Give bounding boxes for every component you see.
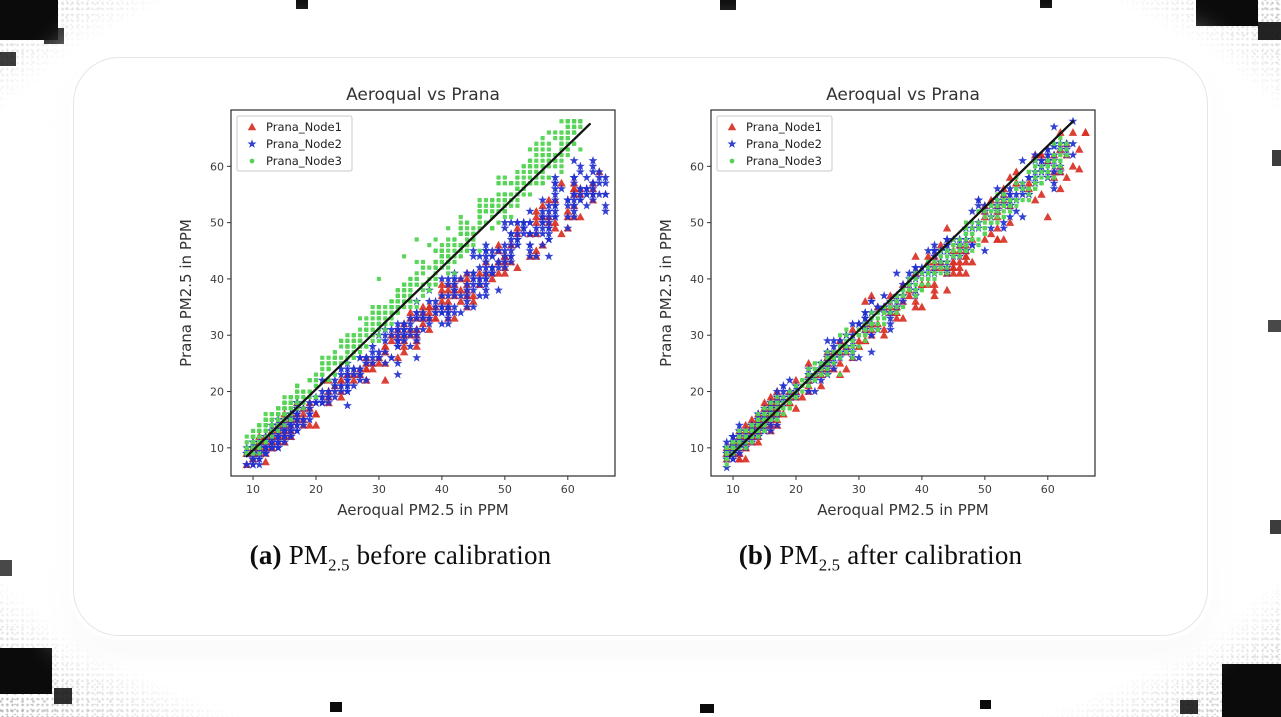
- svg-text:20: 20: [210, 386, 224, 399]
- svg-text:Aeroqual PM2.5 in PPM: Aeroqual PM2.5 in PPM: [817, 501, 988, 519]
- svg-text:50: 50: [497, 483, 511, 496]
- svg-text:40: 40: [210, 273, 224, 286]
- noise-chunk: [44, 28, 64, 44]
- noise-chunk: [1270, 520, 1281, 534]
- noise-chunk: [1258, 22, 1281, 40]
- svg-text:40: 40: [914, 483, 928, 496]
- noise-chunk: [54, 688, 72, 704]
- noise-chunk: [296, 0, 308, 9]
- noise-chunk: [0, 560, 12, 576]
- figure-a-before-calibration: Aeroqual vs Prana 10 20 30 40 50 60 10 20 30 40 50 6…: [177, 84, 625, 526]
- scatter-chart-after-calibration: Aeroqual vs Prana 10 20 30 40 50 60 10 20 30 40 50 6…: [657, 85, 1096, 519]
- svg-text:50: 50: [977, 483, 991, 496]
- caption-b-subscript: 2.5: [818, 555, 841, 575]
- caption-a: (a) PM2.5 before calibration: [177, 540, 625, 575]
- noise-chunk: [700, 704, 714, 713]
- svg-text:Prana_Node3: Prana_Node3: [266, 154, 342, 168]
- caption-b-compound: PM: [779, 540, 819, 570]
- svg-text:Prana PM2.5 in PPM: Prana PM2.5 in PPM: [657, 219, 675, 367]
- noise-chunk: [1196, 0, 1258, 26]
- noise-chunk: [1040, 0, 1052, 8]
- svg-text:30: 30: [851, 483, 865, 496]
- svg-text:10: 10: [726, 483, 740, 496]
- svg-text:Aeroqual vs Prana: Aeroqual vs Prana: [346, 85, 500, 105]
- svg-text:Prana PM2.5 in PPM: Prana PM2.5 in PPM: [177, 219, 195, 367]
- svg-text:Prana_Node2: Prana_Node2: [746, 137, 822, 151]
- noise-chunk: [1268, 320, 1281, 332]
- noise-chunk: [1180, 700, 1198, 714]
- svg-text:60: 60: [690, 160, 704, 173]
- caption-a-compound: PM: [288, 540, 329, 570]
- svg-text:30: 30: [690, 329, 704, 342]
- noise-chunk: [720, 0, 736, 10]
- svg-text:Prana_Node1: Prana_Node1: [266, 120, 342, 134]
- caption-a-tag: (a): [249, 540, 282, 570]
- svg-text:20: 20: [308, 483, 322, 496]
- svg-text:10: 10: [210, 442, 224, 455]
- noise-chunk: [1272, 150, 1281, 166]
- noise-chunk: [0, 52, 16, 66]
- svg-text:20: 20: [690, 386, 704, 399]
- svg-text:30: 30: [210, 329, 224, 342]
- svg-text:30: 30: [371, 483, 385, 496]
- svg-text:40: 40: [434, 483, 448, 496]
- caption-a-subscript: 2.5: [328, 555, 350, 575]
- caption-b: (b) PM2.5 after calibration: [657, 540, 1105, 575]
- captions-row: (a) PM2.5 before calibration (b) PM2.5 a…: [74, 540, 1207, 575]
- svg-text:Prana_Node2: Prana_Node2: [266, 137, 342, 151]
- svg-text:Aeroqual vs Prana: Aeroqual vs Prana: [826, 85, 980, 105]
- svg-text:50: 50: [210, 217, 224, 230]
- noise-chunk: [330, 702, 342, 712]
- svg-text:60: 60: [560, 483, 574, 496]
- caption-b-tag: (b): [738, 540, 773, 570]
- caption-a-text: before calibration: [356, 540, 552, 570]
- noise-chunk: [0, 0, 58, 40]
- caption-b-text: after calibration: [847, 540, 1023, 570]
- svg-text:Aeroqual PM2.5 in PPM: Aeroqual PM2.5 in PPM: [337, 501, 508, 519]
- noise-chunk: [0, 648, 52, 694]
- svg-text:40: 40: [690, 273, 704, 286]
- svg-text:20: 20: [788, 483, 802, 496]
- svg-text:10: 10: [690, 442, 704, 455]
- scatter-chart-before-calibration: Aeroqual vs Prana 10 20 30 40 50 60 10 20 30 40 50 6…: [177, 85, 616, 519]
- svg-text:Prana_Node3: Prana_Node3: [746, 154, 822, 168]
- figure-card: Aeroqual vs Prana 10 20 30 40 50 60 10 20 30 40 50 6…: [73, 57, 1208, 636]
- svg-text:10: 10: [246, 483, 260, 496]
- figures-row: Aeroqual vs Prana 10 20 30 40 50 60 10 20 30 40 50 6…: [74, 58, 1207, 526]
- figure-b-after-calibration: Aeroqual vs Prana 10 20 30 40 50 60 10 20 30 40 50 6…: [657, 84, 1105, 526]
- noise-chunk: [980, 700, 991, 709]
- svg-text:Prana_Node1: Prana_Node1: [746, 120, 822, 134]
- svg-text:60: 60: [1040, 483, 1054, 496]
- noise-chunk: [1222, 664, 1281, 717]
- svg-text:50: 50: [690, 217, 704, 230]
- svg-text:60: 60: [210, 160, 224, 173]
